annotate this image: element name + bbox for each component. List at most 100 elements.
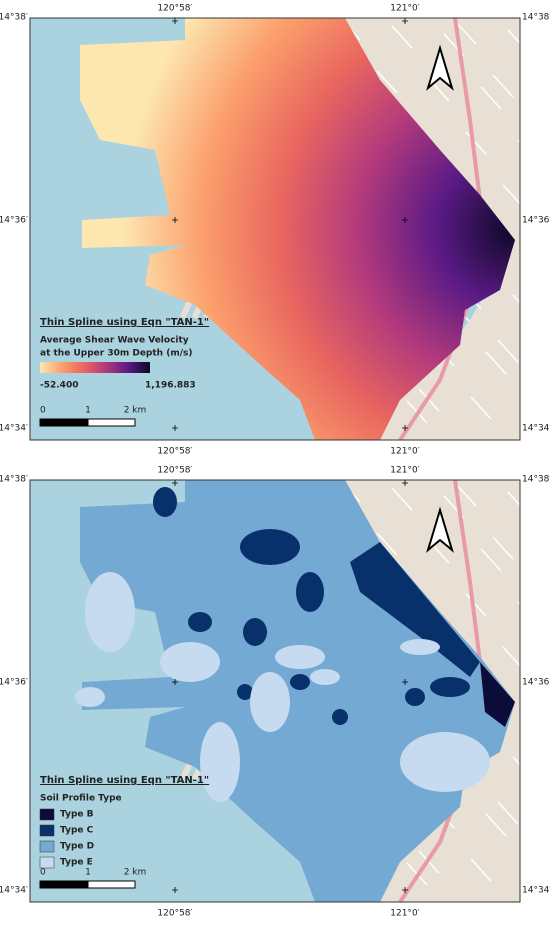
legend-swatch [39, 856, 55, 869]
zone-e [400, 732, 490, 792]
map [30, 18, 520, 440]
legend-label: Type B [60, 810, 94, 820]
coord-label: 121°0′ [390, 466, 419, 476]
land [330, 18, 520, 440]
grid-cross [172, 480, 178, 486]
road [376, 532, 398, 556]
road [465, 131, 487, 155]
coord-label: 14°36′ [522, 678, 550, 688]
north-arrow [426, 44, 454, 91]
legend-subtitle: Average Shear Wave Velocity [40, 336, 189, 346]
map [30, 480, 520, 902]
road [470, 858, 492, 882]
zone-e [250, 672, 290, 732]
zone-c [243, 618, 267, 646]
road [485, 351, 507, 375]
scale-label: 1 [85, 406, 91, 416]
road [455, 483, 477, 507]
zone-e [275, 645, 325, 669]
legend-subtitle: Soil Profile Type [40, 794, 122, 804]
zone-e [400, 639, 440, 655]
grid-cross [172, 18, 178, 24]
zone-b [480, 662, 515, 727]
scale-label: 1 [85, 868, 91, 878]
legend-swatch [39, 840, 55, 853]
grid-cross [402, 679, 408, 685]
zone-e [75, 687, 105, 707]
grid-cross [402, 480, 408, 486]
road [512, 294, 520, 304]
scale-bar [39, 880, 89, 889]
legend-title: Thin Spline using Eqn "TAN-1" [40, 317, 209, 328]
legend-swatch [39, 824, 55, 837]
grid-cross [172, 217, 178, 223]
zone-e [160, 642, 220, 682]
scale-label: 2 km [124, 406, 147, 416]
coord-label: 120°58′ [157, 466, 192, 476]
zone-c [240, 529, 300, 565]
map-panel: 120°58′ 121°0′ 120°58′ 121°0′ 14°38′ 14°36′ 14… [0, 466, 550, 919]
study-area [80, 18, 515, 440]
road [492, 536, 514, 560]
north-arrow [426, 506, 454, 553]
grid-cross [172, 679, 178, 685]
legend-max: 1,196.883 [145, 381, 196, 391]
road [376, 70, 398, 94]
road [507, 491, 520, 507]
legend-swatch [39, 808, 55, 821]
zone-e [310, 669, 340, 685]
coord-label: 14°34′ [522, 424, 550, 434]
zone-c [332, 709, 348, 725]
scale-bar [87, 880, 136, 889]
road [497, 801, 519, 825]
scale-bar [87, 418, 136, 427]
road [480, 86, 502, 110]
grid-cross [402, 425, 408, 431]
coord-label: 14°34′ [0, 424, 28, 434]
coord-label: 14°36′ [0, 678, 28, 688]
legend-label: Type C [60, 826, 94, 836]
road [512, 756, 520, 766]
coord-label: 14°38′ [0, 475, 28, 485]
road [507, 29, 520, 45]
color-ramp [40, 362, 150, 373]
grid-cross [402, 18, 408, 24]
zone-c [430, 677, 470, 697]
legend-min: -52.400 [40, 381, 78, 391]
coord-label: 14°38′ [0, 13, 28, 23]
grid-cross [172, 425, 178, 431]
zone-c [153, 487, 177, 517]
zone-c [405, 688, 425, 706]
grid-cross [402, 887, 408, 893]
road [470, 396, 492, 420]
grid-cross [172, 887, 178, 893]
coord-label: 120°58′ [157, 909, 192, 919]
road [492, 74, 514, 98]
coord-label: 120°58′ [157, 4, 192, 14]
road [391, 25, 413, 49]
road [465, 593, 487, 617]
zone-c [237, 684, 253, 700]
coord-label: 121°0′ [390, 447, 419, 457]
legend-label: Type D [60, 842, 94, 852]
scale-label: 0 [40, 406, 46, 416]
zone-e [85, 572, 135, 652]
coord-label: 14°38′ [522, 475, 550, 485]
zone-c [350, 542, 480, 677]
road [455, 21, 477, 45]
coord-label: 14°36′ [0, 216, 28, 226]
coord-label: 121°0′ [390, 4, 419, 14]
coord-label: 14°34′ [0, 886, 28, 896]
road [517, 139, 520, 144]
legend-label: Type E [60, 858, 93, 868]
grid-cross [402, 217, 408, 223]
zone-c [290, 674, 310, 690]
scale-label: 0 [40, 868, 46, 878]
road [391, 487, 413, 511]
zone-e [200, 722, 240, 802]
zone-c [188, 612, 212, 632]
map-panel: 120°58′ 121°0′ 120°58′ 121°0′ 14°38′ 14°36′ 14… [0, 4, 550, 457]
scale-bar [39, 418, 89, 427]
legend-title: Thin Spline using Eqn "TAN-1" [40, 775, 209, 786]
